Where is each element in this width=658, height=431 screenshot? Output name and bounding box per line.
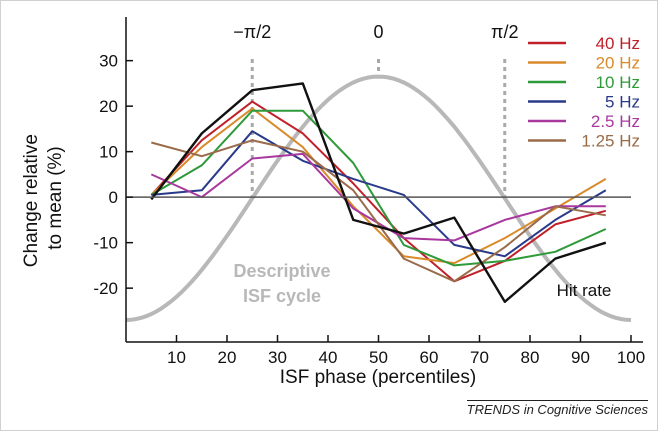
legend-label: 20 Hz xyxy=(596,54,640,73)
x-tick-label: 40 xyxy=(319,348,338,367)
x-tick-label: 20 xyxy=(218,348,237,367)
x-tick-label: 50 xyxy=(369,348,388,367)
phase-marker-label: π/2 xyxy=(491,22,518,42)
phase-marker-label: 0 xyxy=(373,22,383,42)
legend-label: 10 Hz xyxy=(596,73,640,92)
x-tick-label: 60 xyxy=(420,348,439,367)
x-tick-label: 90 xyxy=(571,348,590,367)
y-tick-label: -20 xyxy=(93,279,118,298)
y-tick-label: 10 xyxy=(99,143,118,162)
x-tick-label: 30 xyxy=(268,348,287,367)
series-line-20-hz xyxy=(150,107,607,265)
series-line-1-25-hz xyxy=(151,139,606,283)
phase-marker-label: −π/2 xyxy=(233,22,271,42)
isf-cycle-label-line1: Descriptive xyxy=(233,261,330,281)
phase-marker-layer: −π/2 0 π/2 xyxy=(233,22,518,198)
hit-rate-label: Hit rate xyxy=(557,281,612,300)
isf-cycle-curve xyxy=(125,74,632,322)
series-line-10-hz xyxy=(150,109,607,267)
x-axis-title: ISF phase (percentiles) xyxy=(280,367,476,388)
hit-rate-line xyxy=(150,82,607,303)
y-tick-label: 20 xyxy=(99,97,118,116)
journal-credit: TRENDS in Cognitive Sciences xyxy=(466,400,648,417)
y-tick-label: 0 xyxy=(109,188,118,207)
x-tick-label: 80 xyxy=(521,348,540,367)
y-tick-label: 30 xyxy=(99,52,118,71)
series-line-5-hz xyxy=(151,130,607,258)
series-layer xyxy=(150,82,607,303)
x-tick-label: 70 xyxy=(470,348,489,367)
isf-cycle-layer xyxy=(125,74,632,322)
x-tick-label: 10 xyxy=(167,348,186,367)
legend-label: 1.25 Hz xyxy=(581,132,640,151)
legend-label: 40 Hz xyxy=(596,34,640,53)
y-tick-label: -10 xyxy=(93,234,118,253)
y-axis-title: Change relative to mean (%) xyxy=(21,129,66,267)
legend-label: 2.5 Hz xyxy=(591,112,640,131)
x-tick-label: 100 xyxy=(617,348,645,367)
isf-cycle-label-line2: ISF cycle xyxy=(243,286,321,306)
legend-label: 5 Hz xyxy=(605,93,640,112)
series-line-40-hz xyxy=(150,100,607,283)
